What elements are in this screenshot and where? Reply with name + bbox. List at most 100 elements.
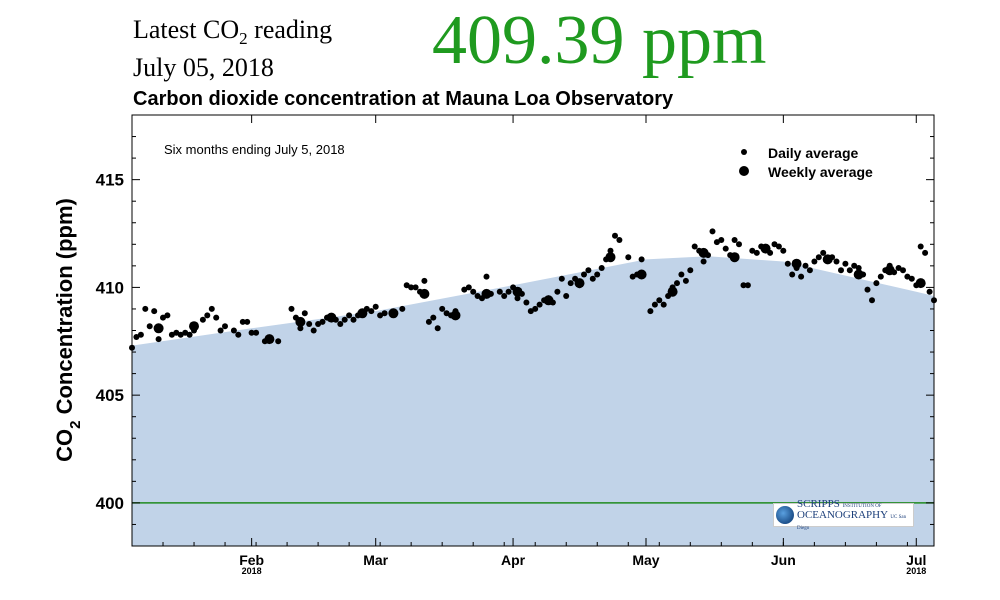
y-axis-label: CO2 Concentration (ppm) [52,198,84,462]
daily-average-point [558,275,565,282]
weekly-average-point [667,286,678,297]
logo-line1-small: INSTITUTION OF [842,503,882,509]
daily-average-point [775,243,782,250]
daily-average-point [208,305,215,312]
weekly-average-point [326,312,337,323]
daily-average-point [585,267,592,274]
daily-average-point [833,258,840,265]
legend-marker-daily [741,149,747,155]
daily-average-point [501,293,508,299]
daily-average-point [204,312,211,319]
weekly-average-point [450,310,461,321]
daily-average-point [213,314,220,321]
daily-average-point [496,288,503,295]
daily-average-point [235,331,242,338]
daily-average-point [709,228,716,235]
daily-average-point [563,293,570,299]
daily-average-point [142,305,149,312]
daily-average-point [780,247,787,254]
legend-label-weekly: Weekly average [768,164,873,180]
daily-average-point [137,331,144,338]
reading-date: July 05, 2018 [133,53,274,82]
x-tick-label: May [632,552,659,568]
daily-average-point [151,308,158,315]
daily-average-point [133,334,140,340]
daily-average-point [651,301,658,308]
daily-average-point [483,273,490,280]
daily-average-point [687,267,694,274]
y-tick-label: 410 [96,278,124,297]
daily-average-point [164,312,171,319]
weekly-average-point [698,247,709,258]
daily-average-point [248,329,255,336]
globe-icon [776,506,794,524]
daily-average-point [917,243,924,250]
daily-average-point [514,295,521,302]
daily-average-point [146,323,153,330]
y-label-prefix: CO [52,429,77,462]
daily-average-point [691,243,698,250]
daily-average-point [372,303,379,310]
logo-line1-big: SCRIPPS [797,497,840,510]
chart-legend: Daily average Weekly average [739,145,873,180]
x-tick-label: Feb [239,552,264,568]
weekly-average-point [153,323,164,334]
daily-average-point [864,286,871,293]
x-tick-label: Jun [771,552,796,568]
daily-average-point [616,237,623,243]
daily-average-point [244,318,251,325]
daily-average-point [310,327,317,334]
daily-average-point [346,312,353,319]
x-tick-label: Apr [501,552,526,568]
daily-average-point [838,267,844,274]
daily-average-point [536,301,543,308]
weekly-average-point [543,295,554,306]
daily-average-point [505,288,512,295]
daily-average-point [408,284,415,291]
latest-prefix: Latest CO [133,15,240,44]
daily-average-point [439,305,446,312]
x-tick-year: 2018 [906,566,926,576]
daily-average-point [908,275,915,282]
daily-average-point [811,258,818,265]
weekly-average-point [822,254,833,265]
weekly-average-point [264,334,275,345]
daily-average-point [381,310,388,317]
daily-average-point [199,316,206,323]
daily-average-point [638,256,645,263]
latest-reading-label: Latest CO2 reading [133,15,332,49]
daily-average-point [306,321,313,327]
weekly-average-point [853,269,864,280]
y-tick-label: 405 [96,386,124,405]
daily-average-point [740,282,747,289]
daily-average-point [470,288,477,295]
x-tick-year: 2018 [242,566,262,576]
daily-average-point [784,260,791,267]
weekly-average-point [189,321,199,332]
daily-average-point [581,271,587,278]
weekly-average-point [605,252,616,263]
chart-title: Carbon dioxide concentration at Mauna Lo… [133,88,674,110]
daily-average-point [230,327,237,334]
daily-average-point [660,301,667,308]
daily-average-point [217,327,224,334]
daily-average-point [815,254,822,261]
daily-average-point [802,262,809,269]
daily-average-point [846,267,853,274]
y-label-subscript: 2 [67,421,84,429]
weekly-average-point [884,265,895,276]
daily-average-point [554,288,561,295]
daily-average-point [532,305,539,312]
daily-average-point [753,249,760,256]
daily-average-point [177,331,184,338]
daily-average-point [682,277,689,284]
weekly-average-point [729,252,740,263]
weekly-average-point [915,278,926,289]
latest-subscript: 2 [239,29,248,48]
daily-average-point [589,275,596,282]
daily-average-point [749,247,756,254]
x-tick-label: Jul [906,552,926,568]
daily-average-point [301,310,308,317]
daily-average-point [625,254,632,261]
